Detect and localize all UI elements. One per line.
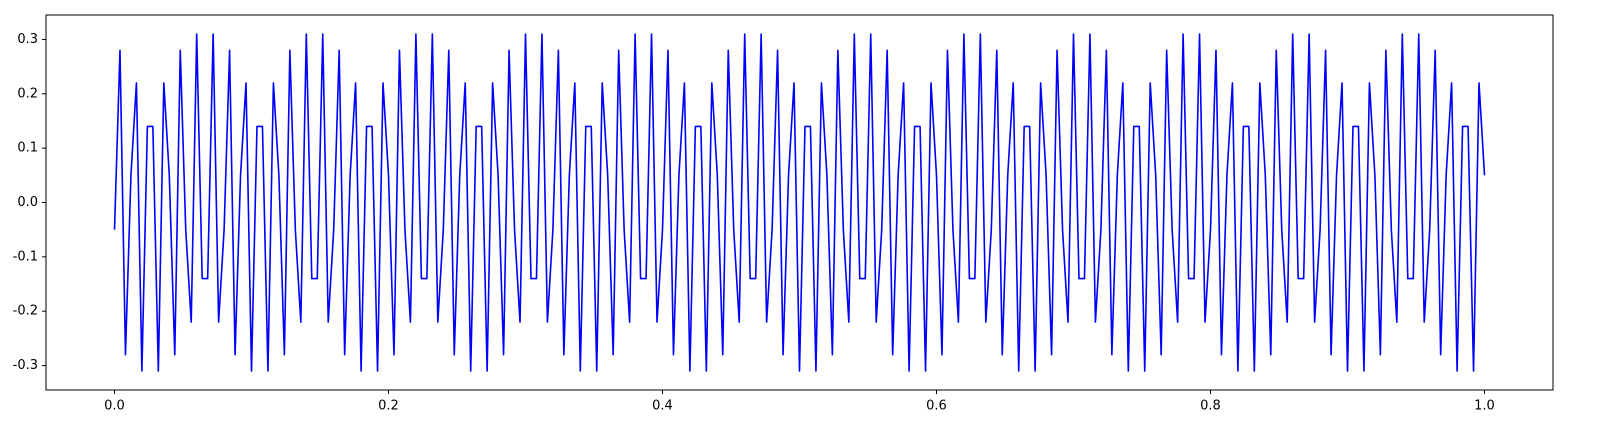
y-tick-label: -0.2 [13,304,38,319]
y-tick-label: 0.1 [17,141,38,156]
y-tick-label: 0.0 [17,195,38,210]
x-tick-label: 0.8 [1200,399,1221,414]
y-tick-label: 0.2 [17,86,38,101]
x-tick-label: 0.4 [652,399,673,414]
y-tick-label: -0.3 [13,358,38,373]
y-tick-label: 0.3 [17,32,38,47]
line-series [113,33,1486,372]
plot-frame [45,14,1554,391]
x-tick-label: 1.0 [1474,399,1495,414]
x-tick-label: 0.0 [104,399,125,414]
x-tick-label: 0.6 [926,399,947,414]
y-tick-label: -0.1 [13,249,38,264]
x-tick-label: 0.2 [378,399,399,414]
